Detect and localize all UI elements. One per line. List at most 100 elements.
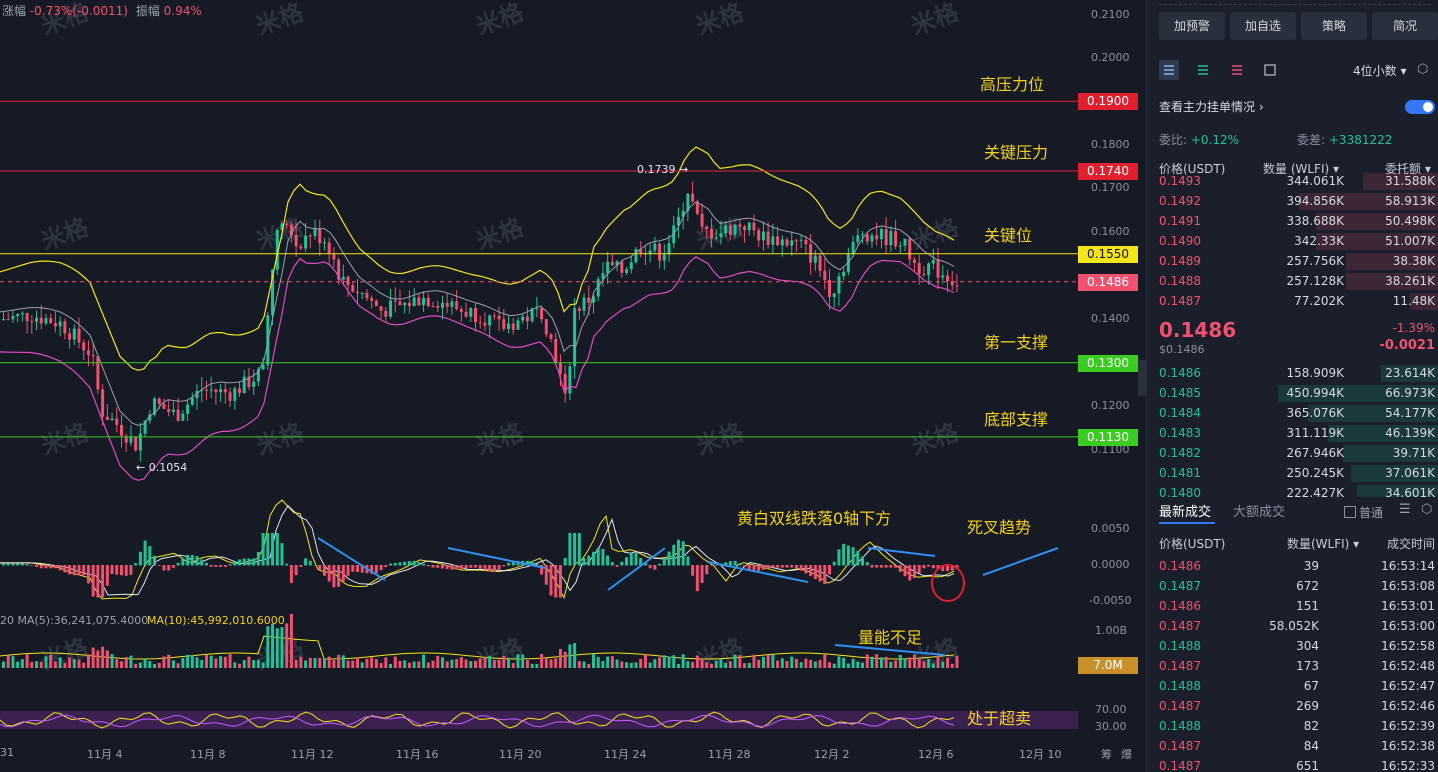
volume-bar [662,655,666,668]
ask-row[interactable]: 0.1488 257.128K 38.261K [1147,271,1438,291]
candle-body [596,279,600,297]
depth-link[interactable]: 查看主力挂单情况 › [1159,100,1264,114]
candle-body [719,233,723,238]
macd-bar [417,562,421,566]
death-cross-circle [931,564,965,602]
normal-checkbox[interactable] [1344,506,1356,518]
bid-row[interactable]: 0.1484 365.076K 54.177K [1147,403,1438,423]
volume-bar [582,661,586,668]
volume-bar [549,659,553,668]
candle-body [455,301,459,310]
macd-bar [16,563,20,566]
ask-row[interactable]: 0.1487 77.202K 11.48K [1147,291,1438,311]
trades-settings-icon[interactable]: ☰ [1399,502,1411,517]
volume-bar [393,656,397,668]
volume-bar [922,661,926,668]
add-alert-button[interactable]: 加预警 [1159,12,1225,40]
strategy-button[interactable]: 策略 [1301,12,1367,40]
ask-row[interactable]: 0.1490 342.33K 51.007K [1147,231,1438,251]
layout-asks-icon[interactable] [1227,60,1247,80]
fullscreen-icon[interactable] [1260,60,1280,80]
watermark-text: 米格 [907,213,963,256]
kline-chart-area[interactable]: 米格 米格 米格 米格 米格 米格 米格 米格 米格 米格 米格 米格 米格 米格 米格 米格 米格 米格 米格 米格… [0,0,1138,772]
volume-bar [299,656,303,668]
volume-bar [629,662,633,668]
bid-row[interactable]: 0.1480 222.427K 34.601K [1147,483,1438,497]
candle-body [53,323,57,327]
right-panel: 加预警 加自选 策略 简况 4位小数 ▾ ⬡ 查看主力挂单情况 › 委比: +0… [1146,0,1438,772]
bid-row[interactable]: 0.1481 250.245K 37.061K [1147,463,1438,483]
collapse-panel-handle[interactable] [1138,360,1146,396]
overview-button[interactable]: 简况 [1372,12,1438,40]
layout-both-icon[interactable] [1159,60,1179,80]
ask-row[interactable]: 0.1489 257.756K 38.38K [1147,251,1438,271]
volume-bar [11,656,15,668]
volume-bar [601,661,605,668]
candle-body [946,275,949,281]
bid-qty: 311.119K [1286,426,1345,440]
volume-bar [577,661,581,668]
volume-bar [780,658,784,668]
bid-row[interactable]: 0.1483 311.119K 46.139K [1147,423,1438,443]
macd-bar [289,565,293,583]
candle-body [525,316,529,322]
depth-toggle[interactable] [1405,100,1435,114]
ask-row[interactable]: 0.1493 344.061K 31.588K [1147,171,1438,191]
x-label: 11月 24 [604,748,647,761]
chips-toggle[interactable]: 筹 [1101,748,1112,761]
candle-body [370,298,374,301]
candle-body [157,398,161,404]
tab-latest-trades[interactable]: 最新成交 [1159,505,1212,520]
price-tick: 0.2100 [1091,8,1130,21]
macd-bar [105,565,109,586]
layout-bids-icon[interactable] [1193,60,1213,80]
add-watchlist-button[interactable]: 加自选 [1230,12,1296,40]
volume-bar [200,659,204,668]
trades-settings-gear-icon[interactable]: ⬡ [1421,502,1433,517]
ask-row[interactable]: 0.1491 338.688K 50.498K [1147,211,1438,231]
decimals-select[interactable]: 4位小数 ▾ [1353,64,1407,78]
candle-body [648,250,652,255]
volume-bar [374,659,378,668]
liquidation-toggle[interactable]: 爆 [1121,748,1132,761]
volume-bar [714,660,718,668]
macd-bar [2,563,5,566]
bid-row[interactable]: 0.1482 267.946K 39.71K [1147,443,1438,463]
annotation-key-level: 关键位 [984,226,1033,245]
trade-time: 16:52:39 [1381,719,1435,733]
bid-total: 34.601K [1385,486,1435,497]
candle-body [459,309,463,312]
settings-icon[interactable]: ⬡ [1417,62,1429,77]
trade-qty: 58.052K [1269,619,1319,633]
orderbook-header-qty[interactable]: 数量 (WLFI) ▾ [1263,162,1340,176]
candle-body [412,297,416,307]
volume-bar [908,657,912,668]
asks-list: 0.1493 344.061K 31.588K 0.1492 394.856K 58.91… [1147,171,1438,311]
macd-bar [606,555,610,566]
macd-bar [124,565,128,576]
orderbook-header-price: 价格(USDT) [1159,162,1226,176]
candle-body [422,297,426,306]
bid-row[interactable]: 0.1485 450.994K 66.973K [1147,383,1438,403]
volume-bar [917,657,921,668]
macd-bar [143,540,147,566]
candle-body [417,297,421,306]
ask-qty: 344.061K [1286,174,1345,188]
candle-body [941,275,945,278]
macd-bar [322,565,326,576]
ask-qty: 77.202K [1294,294,1344,308]
orderbook-header-total[interactable]: 委托额 ▾ [1385,162,1431,176]
macd-bar [63,565,67,573]
bollinger-mid [0,201,955,426]
macd-bar [327,565,331,582]
macd-bar [563,557,567,566]
bid-row[interactable]: 0.1486 158.909K 23.614K [1147,363,1438,383]
tab-large-trades[interactable]: 大额成交 [1233,505,1286,520]
volume-tag: 7.0M [1078,657,1138,674]
volume-bar [757,659,761,668]
ask-row[interactable]: 0.1492 394.856K 58.913K [1147,191,1438,211]
annotation-bottom-support: 底部支撑 [984,410,1049,429]
volume-bar [625,662,629,668]
trades-header-qty[interactable]: 数量(WLFI) ▾ [1287,537,1360,551]
